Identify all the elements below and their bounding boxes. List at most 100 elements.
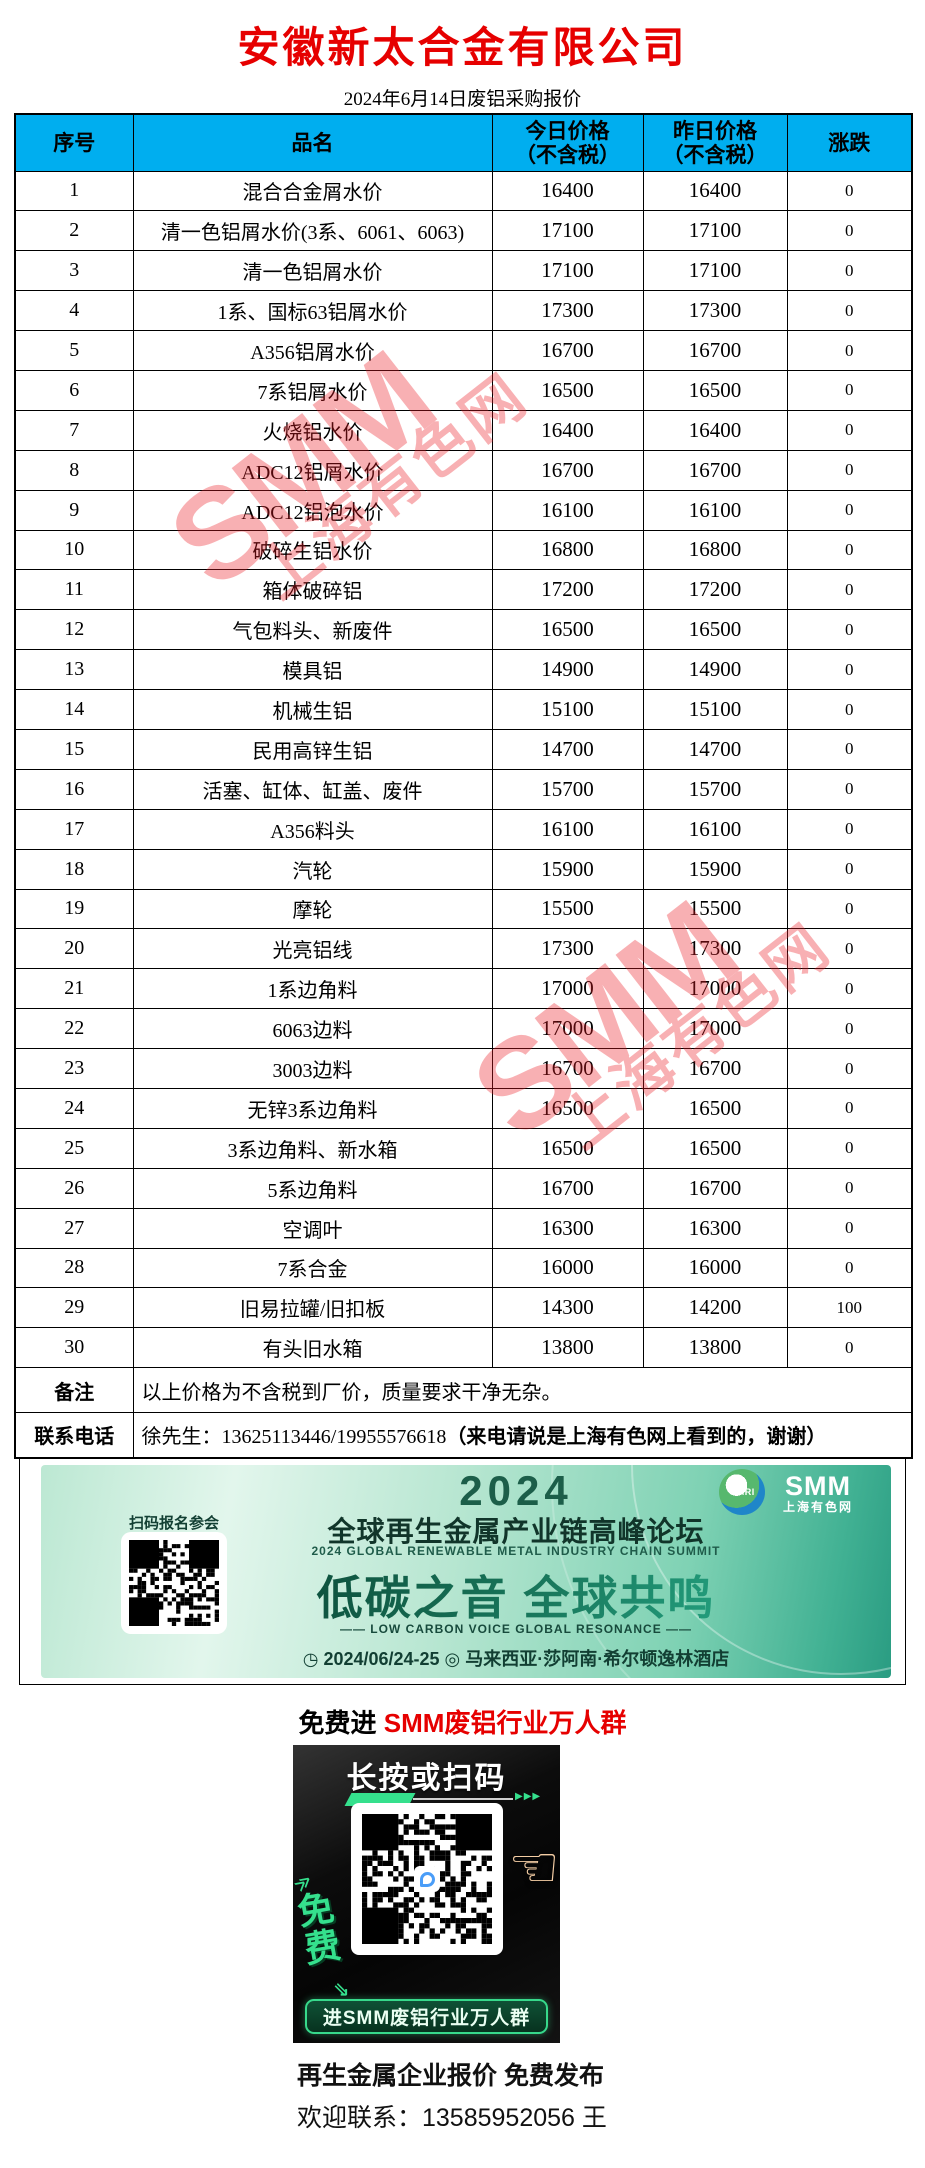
cell-change: 0 bbox=[786, 1087, 913, 1129]
cell-seq: 16 bbox=[14, 768, 134, 810]
cell-yesterday: 16500 bbox=[642, 1087, 788, 1129]
cell-change: 0 bbox=[786, 1008, 913, 1050]
banner-slogan-en: —— LOW CARBON VOICE GLOBAL RESONANCE —— bbox=[339, 1622, 693, 1636]
cell-name: 7系铝屑水价 bbox=[132, 369, 493, 411]
cell-seq: 17 bbox=[14, 808, 134, 850]
table-row: 26 5系边角料 16700 16700 0 bbox=[14, 1167, 913, 1209]
table-row: 22 6063边料 17000 17000 0 bbox=[14, 1008, 913, 1050]
cell-today: 16700 bbox=[491, 330, 644, 371]
contact-content: 徐先生：13625113446/19955576618（来电请说是上海有色网上看… bbox=[132, 1412, 913, 1459]
cell-name: 清一色铝屑水价(3系、6061、6063) bbox=[132, 210, 493, 252]
cell-change: 0 bbox=[786, 1247, 913, 1289]
cell-today: 17300 bbox=[491, 928, 644, 970]
remark-label: 备注 bbox=[14, 1367, 134, 1414]
cell-change: 0 bbox=[786, 170, 913, 212]
footer-publish-line: 再生金属企业报价 免费发布 bbox=[297, 2062, 604, 2090]
banner-title-cn: 全球再生金属产业链高峰论坛 bbox=[327, 1516, 705, 1547]
cell-today: 17100 bbox=[491, 210, 644, 252]
cell-seq: 2 bbox=[14, 210, 134, 252]
table-row: 17 A356料头 16100 16100 0 bbox=[14, 808, 913, 850]
cell-yesterday: 13800 bbox=[642, 1327, 788, 1369]
cell-yesterday: 16700 bbox=[642, 1048, 788, 1089]
cell-yesterday: 16700 bbox=[642, 449, 788, 491]
cell-seq: 30 bbox=[14, 1327, 134, 1369]
cell-change: 0 bbox=[786, 250, 913, 292]
gmri-logo-icon: GMRI bbox=[719, 1469, 765, 1515]
cell-yesterday: 17300 bbox=[642, 290, 788, 332]
down-arrow-icon: ⇘ bbox=[333, 1979, 350, 2001]
cell-yesterday: 15100 bbox=[642, 689, 788, 730]
qr-poster: 长按或扫码 ▶▶▶ ≫ 免 费 ⇘ ☜ 进SMM废铝行业万人群 bbox=[293, 1745, 560, 2043]
cell-seq: 18 bbox=[14, 848, 134, 890]
col-header-today-sub: （不含税） bbox=[515, 142, 620, 167]
cell-today: 16500 bbox=[491, 369, 644, 411]
cell-today: 15700 bbox=[491, 768, 644, 810]
cell-today: 17000 bbox=[491, 1008, 644, 1050]
cell-name: 摩轮 bbox=[132, 888, 493, 930]
cell-name: 模具铝 bbox=[132, 649, 493, 691]
cell-yesterday: 16100 bbox=[642, 489, 788, 531]
cell-name: A356料头 bbox=[132, 808, 493, 850]
cell-name: ADC12铝泡水价 bbox=[132, 489, 493, 531]
cell-name: 混合合金屑水价 bbox=[132, 170, 493, 212]
cell-name: 民用高锌生铝 bbox=[132, 728, 493, 770]
cell-change: 100 bbox=[786, 1287, 913, 1329]
banner-frame: 2024 GMRI SMM 上海有色网 扫码报名参会 全球再生金属产业链高峰论坛… bbox=[19, 1457, 906, 1685]
gmri-logo-text: GMRI bbox=[729, 1487, 755, 1497]
col-header-seq: 序号 bbox=[14, 113, 134, 172]
cell-yesterday: 17300 bbox=[642, 928, 788, 970]
cell-change: 0 bbox=[786, 330, 913, 371]
cell-yesterday: 17200 bbox=[642, 569, 788, 611]
pointing-hand-icon: ☜ bbox=[508, 1833, 560, 1901]
table-row: 8 ADC12铝屑水价 16700 16700 0 bbox=[14, 449, 913, 491]
table-row: 3 清一色铝屑水价 17100 17100 0 bbox=[14, 250, 913, 292]
banner-date-location: ◷ 2024/06/24-25 ◎ 马来西亚·莎阿南·希尔顿逸林酒店 bbox=[201, 1645, 831, 1671]
cell-yesterday: 14700 bbox=[642, 728, 788, 770]
qr-code-image bbox=[362, 1814, 492, 1944]
table-row: 28 7系合金 16000 16000 0 bbox=[14, 1247, 913, 1289]
cell-yesterday: 16300 bbox=[642, 1207, 788, 1249]
price-table: 序号 品名 今日价格 （不含税） 昨日价格 （不含税） 涨跌 1 混合合金屑水价 1… bbox=[14, 113, 913, 1459]
cell-seq: 11 bbox=[14, 569, 134, 611]
cell-today: 16700 bbox=[491, 1048, 644, 1089]
cell-today: 17200 bbox=[491, 569, 644, 611]
poster-join-button: 进SMM废铝行业万人群 bbox=[305, 1999, 548, 2034]
cell-seq: 21 bbox=[14, 968, 134, 1010]
cell-today: 14700 bbox=[491, 728, 644, 770]
cell-name: 无锌3系边角料 bbox=[132, 1087, 493, 1129]
cell-seq: 20 bbox=[14, 928, 134, 970]
cell-today: 15900 bbox=[491, 848, 644, 890]
col-header-name: 品名 bbox=[132, 113, 493, 172]
table-body: 1 混合合金屑水价 16400 16400 0 2 清一色铝屑水价(3系、6061、6063… bbox=[14, 170, 913, 1369]
cell-seq: 24 bbox=[14, 1087, 134, 1129]
cell-change: 0 bbox=[786, 569, 913, 611]
free-group-line: 免费进 SMM废铝行业万人群 bbox=[0, 1703, 925, 1740]
banner-title-en: 2024 GLOBAL RENEWABLE METAL INDUSTRY CHA… bbox=[311, 1544, 721, 1558]
col-header-yesterday-sub: （不含税） bbox=[662, 142, 768, 167]
cell-yesterday: 16400 bbox=[642, 409, 788, 451]
col-header-today-top: 今日价格 bbox=[525, 118, 610, 143]
cell-name: 7系合金 bbox=[132, 1247, 493, 1289]
table-row: 15 民用高锌生铝 14700 14700 0 bbox=[14, 728, 913, 770]
cell-name: 空调叶 bbox=[132, 1207, 493, 1249]
table-header: 序号 品名 今日价格 （不含税） 昨日价格 （不含税） 涨跌 bbox=[14, 113, 913, 172]
cell-name: 汽轮 bbox=[132, 848, 493, 890]
cell-change: 0 bbox=[786, 409, 913, 451]
cell-today: 16000 bbox=[491, 1247, 644, 1289]
smm-logo-subtext: 上海有色网 bbox=[783, 1500, 854, 1514]
cell-today: 16700 bbox=[491, 449, 644, 491]
banner-qr-label: 扫码报名参会 bbox=[128, 1515, 219, 1532]
cell-seq: 29 bbox=[14, 1287, 134, 1329]
poster-headline: 长按或扫码 bbox=[346, 1762, 507, 1795]
cell-name: 6063边料 bbox=[132, 1008, 493, 1050]
cell-name: ADC12铝屑水价 bbox=[132, 449, 493, 491]
table-row: 16 活塞、缸体、缸盖、废件 15700 15700 0 bbox=[14, 768, 913, 810]
banner-qr-code bbox=[121, 1532, 227, 1634]
cell-name: 1系、国标63铝屑水价 bbox=[132, 290, 493, 332]
banner-slogan: 低碳之音 全球共鸣 bbox=[201, 1562, 831, 1628]
qr-code-image bbox=[129, 1540, 219, 1626]
cell-yesterday: 17000 bbox=[642, 1008, 788, 1050]
cell-seq: 12 bbox=[14, 609, 134, 651]
table-row: 24 无锌3系边角料 16500 16500 0 bbox=[14, 1087, 913, 1129]
